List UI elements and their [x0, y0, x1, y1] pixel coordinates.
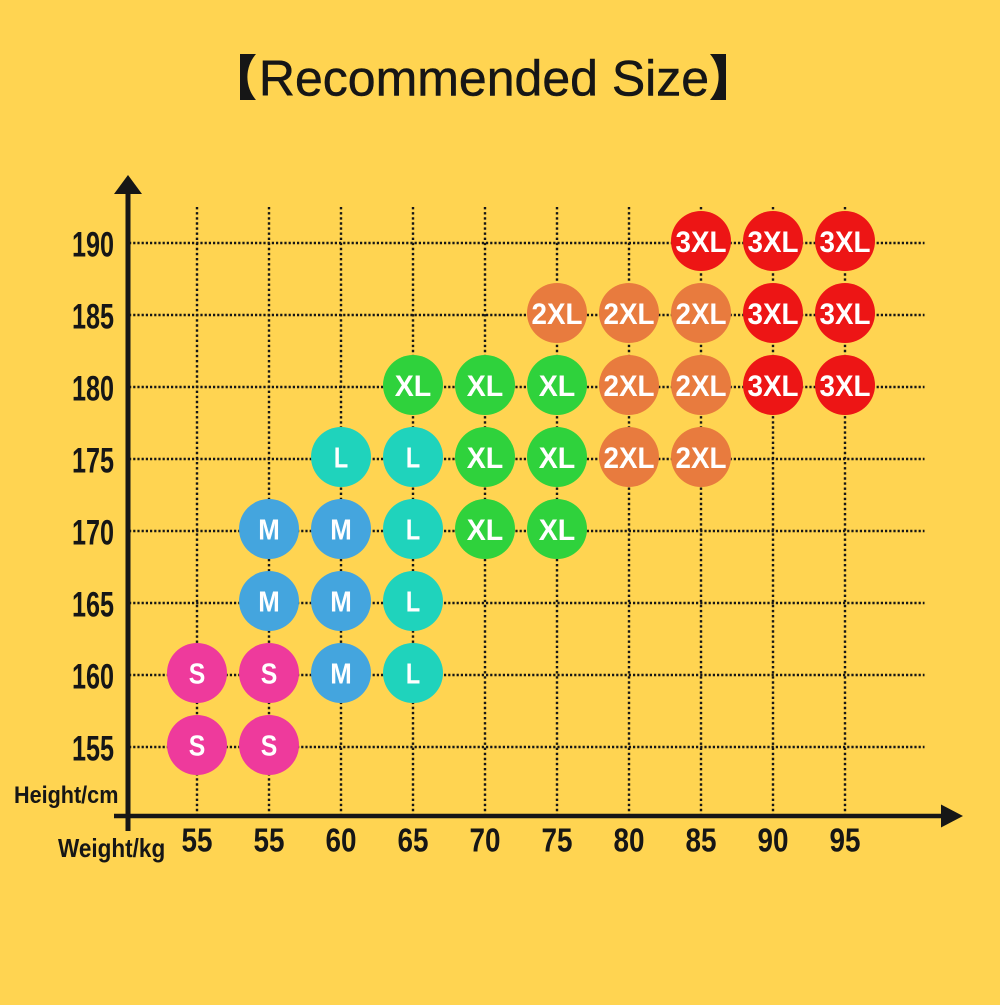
svg-text:M: M — [330, 513, 351, 546]
svg-text:65: 65 — [397, 822, 428, 859]
svg-text:XL: XL — [539, 513, 576, 547]
svg-text:S: S — [261, 658, 278, 690]
svg-text:170: 170 — [72, 514, 114, 553]
svg-text:90: 90 — [757, 822, 788, 859]
svg-text:Recommended Size: Recommended Size — [259, 51, 709, 107]
svg-text:2XL: 2XL — [532, 298, 583, 331]
svg-text:3XL: 3XL — [748, 370, 799, 403]
svg-text:70: 70 — [469, 822, 500, 859]
svg-text:XL: XL — [467, 369, 504, 403]
svg-text:2XL: 2XL — [604, 298, 655, 331]
svg-text:3XL: 3XL — [820, 370, 871, 403]
svg-text:190: 190 — [72, 226, 114, 265]
svg-text:L: L — [406, 513, 420, 546]
svg-text:L: L — [406, 585, 420, 618]
svg-text:155: 155 — [72, 730, 114, 769]
svg-text:XL: XL — [467, 441, 504, 475]
svg-text:55: 55 — [253, 822, 284, 859]
svg-text:M: M — [330, 585, 351, 618]
svg-text:3XL: 3XL — [820, 226, 871, 259]
svg-text:80: 80 — [613, 822, 644, 859]
svg-text:XL: XL — [539, 369, 576, 403]
svg-text:160: 160 — [72, 658, 114, 697]
svg-text:M: M — [258, 513, 279, 546]
svg-text:XL: XL — [467, 513, 504, 547]
svg-text:Height/cm: Height/cm — [14, 781, 118, 808]
svg-text:75: 75 — [541, 822, 572, 859]
svg-text:L: L — [406, 441, 420, 474]
svg-text:L: L — [334, 441, 348, 474]
svg-text:2XL: 2XL — [676, 298, 727, 331]
svg-text:85: 85 — [685, 822, 716, 859]
svg-text:XL: XL — [395, 369, 432, 403]
svg-text:2XL: 2XL — [676, 370, 727, 403]
svg-text:XL: XL — [539, 441, 576, 475]
svg-text:95: 95 — [829, 822, 860, 859]
svg-text:M: M — [258, 585, 279, 618]
svg-text:165: 165 — [72, 586, 114, 625]
svg-text:M: M — [330, 657, 351, 690]
svg-text:60: 60 — [325, 822, 356, 859]
svg-text:55: 55 — [181, 822, 212, 859]
svg-text:S: S — [261, 730, 278, 762]
svg-text:2XL: 2XL — [604, 442, 655, 475]
svg-text:3XL: 3XL — [748, 226, 799, 259]
svg-text:3XL: 3XL — [676, 226, 727, 259]
svg-text:2XL: 2XL — [604, 370, 655, 403]
svg-text:185: 185 — [72, 298, 114, 337]
svg-text:3XL: 3XL — [820, 298, 871, 331]
svg-text:S: S — [189, 730, 206, 762]
svg-text:3XL: 3XL — [748, 298, 799, 331]
svg-text:2XL: 2XL — [676, 442, 727, 475]
svg-text:175: 175 — [72, 442, 114, 481]
svg-text:S: S — [189, 658, 206, 690]
svg-text:L: L — [406, 657, 420, 690]
svg-text:Weight/kg: Weight/kg — [58, 835, 165, 864]
svg-text:180: 180 — [72, 370, 114, 409]
